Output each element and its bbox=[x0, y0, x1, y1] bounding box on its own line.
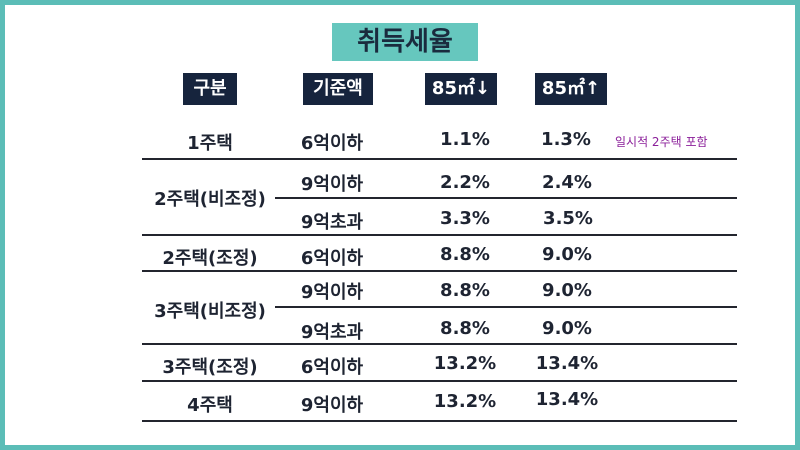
row-1-base: 6억이하 bbox=[300, 133, 364, 154]
row-1-over85: 1.3% bbox=[541, 129, 591, 150]
row-1-category: 1주택 bbox=[187, 133, 233, 154]
row-divider bbox=[142, 343, 737, 345]
row-4-under85: 8.8% bbox=[440, 244, 490, 265]
row-divider bbox=[142, 270, 737, 272]
row-4-category: 2주택(조정) bbox=[162, 248, 258, 269]
row-3-under85: 3.3% bbox=[440, 208, 490, 229]
row-5-category: 3주택(비조정) bbox=[154, 301, 266, 322]
row-6-under85: 8.8% bbox=[440, 318, 490, 339]
row-7-category: 3주택(조정) bbox=[162, 357, 258, 378]
slide-title: 취득세율 bbox=[332, 23, 478, 61]
row-3-over85: 3.5% bbox=[543, 208, 593, 229]
temporary-two-house-note: 일시적 2주택 포함 bbox=[615, 135, 708, 149]
row-5-under85: 8.8% bbox=[440, 280, 490, 301]
row-8-base: 9억이하 bbox=[300, 395, 364, 416]
row-7-under85: 13.2% bbox=[433, 353, 497, 374]
row-2-over85: 2.4% bbox=[542, 172, 592, 193]
row-4-over85: 9.0% bbox=[542, 244, 592, 265]
row-2-category: 2주택(비조정) bbox=[154, 189, 266, 210]
row-5-base: 9억이하 bbox=[300, 282, 364, 303]
row-5-over85: 9.0% bbox=[542, 280, 592, 301]
row-divider bbox=[142, 420, 737, 422]
header-under-85: 85㎡↓ bbox=[425, 73, 497, 105]
header-base-amount: 기준액 bbox=[303, 73, 373, 105]
row-1-under85: 1.1% bbox=[440, 129, 490, 150]
row-7-over85: 13.4% bbox=[535, 353, 599, 374]
header-category: 구분 bbox=[183, 73, 237, 105]
row-8-under85: 13.2% bbox=[433, 391, 497, 412]
row-divider bbox=[142, 234, 737, 236]
row-divider bbox=[142, 158, 737, 160]
row-6-over85: 9.0% bbox=[542, 318, 592, 339]
row-4-base: 6억이하 bbox=[300, 248, 364, 269]
header-over-85: 85㎡↑ bbox=[535, 73, 607, 105]
row-divider bbox=[275, 306, 737, 308]
row-8-category: 4주택 bbox=[187, 395, 233, 416]
row-8-over85: 13.4% bbox=[535, 389, 599, 410]
row-7-base: 6억이하 bbox=[300, 357, 364, 378]
row-divider bbox=[275, 197, 737, 199]
row-6-base: 9억초과 bbox=[300, 322, 364, 343]
row-3-base: 9억초과 bbox=[300, 212, 364, 233]
row-2-base: 9억이하 bbox=[300, 174, 364, 195]
row-2-under85: 2.2% bbox=[440, 172, 490, 193]
row-divider bbox=[142, 380, 737, 382]
